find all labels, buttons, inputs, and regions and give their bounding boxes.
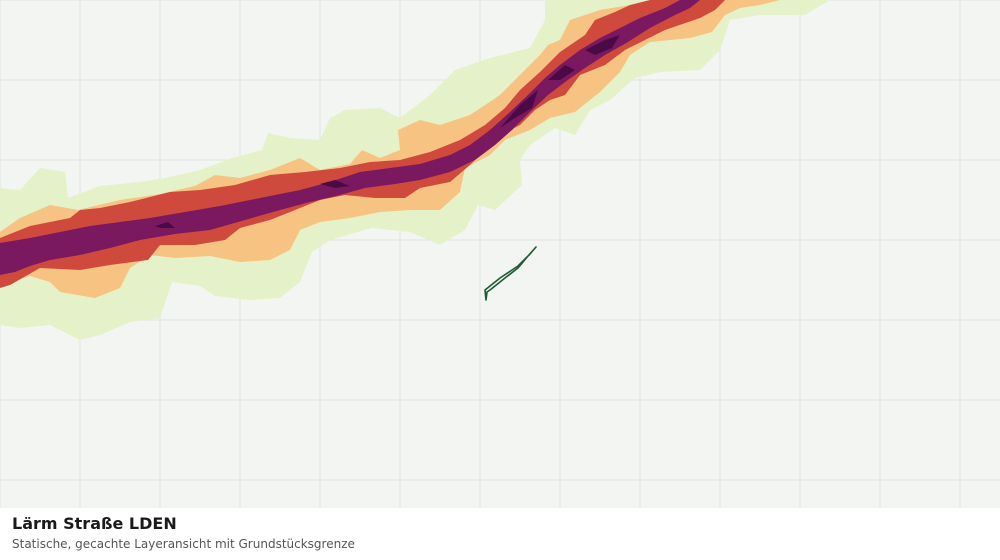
map-legend-footer: Lärm Straße LDEN Statische, gecachte Lay… [0, 508, 1000, 560]
parcel-boundary[interactable] [484, 246, 537, 301]
map-canvas [0, 0, 1000, 508]
noise-zone-extreme-3 [500, 90, 538, 128]
noise-zone-extreme-5 [585, 35, 620, 55]
noise-zone-extreme-4 [548, 65, 575, 80]
map-view[interactable] [0, 0, 1000, 508]
noise-zone-extreme-2 [155, 222, 175, 228]
noise-zone-extreme-1 [320, 180, 350, 188]
noise-zone-very-high [0, 0, 700, 275]
layer-title: Lärm Straße LDEN [12, 514, 177, 533]
layer-subtitle: Statische, gecachte Layeransicht mit Gru… [12, 537, 355, 551]
